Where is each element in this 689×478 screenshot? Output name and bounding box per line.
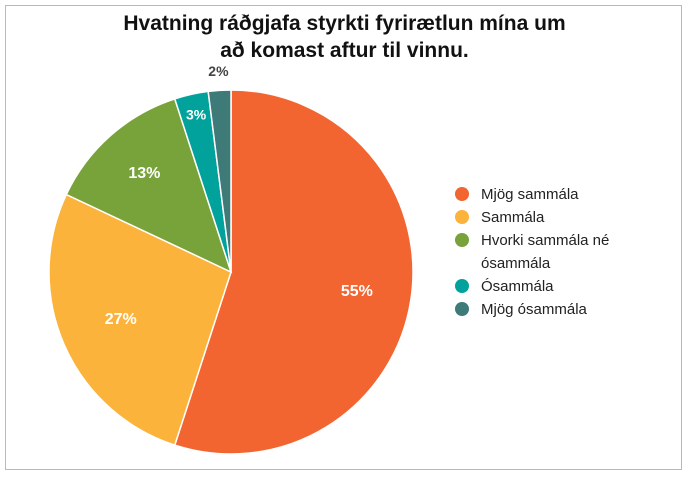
- chart-title-line-2: að komast aftur til vinnu.: [220, 39, 469, 62]
- legend-swatch-hvorki: [455, 233, 469, 247]
- legend-swatch-sammala: [455, 210, 469, 224]
- legend-item-mjog-sammala: Mjög sammála: [455, 183, 631, 206]
- data-label-mjog-osammala: 2%: [208, 63, 229, 79]
- legend-item-sammala: Sammála: [455, 206, 631, 229]
- data-label-mjog-sammala: 55%: [341, 283, 373, 300]
- legend-swatch-osammala: [455, 279, 469, 293]
- legend-label-hvorki: Hvorki sammála né ósammála: [481, 232, 610, 272]
- data-label-osammala: 3%: [186, 106, 207, 122]
- pie-slice-mjog-sammala: [173, 89, 414, 455]
- legend-item-mjog-osammala: Mjög ósammála: [455, 298, 631, 321]
- chart-title-line-1: Hvatning ráðgjafa styrkti fyrirætlun mín…: [123, 12, 566, 35]
- legend-item-hvorki: Hvorki sammála né ósammála: [455, 229, 631, 275]
- legend-swatch-mjog-osammala: [455, 302, 469, 316]
- chart-title: Hvatning ráðgjafa styrkti fyrirætlun mín…: [0, 10, 689, 64]
- legend-label-osammala: Ósammála: [481, 278, 554, 295]
- pie-slice-sammala: [48, 193, 232, 447]
- legend-label-mjog-sammala: Mjög sammála: [481, 186, 579, 203]
- legend-item-osammala: Ósammála: [455, 275, 631, 298]
- data-label-sammala: 27%: [105, 311, 137, 328]
- legend-label-sammala: Sammála: [481, 209, 545, 226]
- legend-label-mjog-osammala: Mjög ósammála: [481, 301, 587, 318]
- pie-slice-mjog-osammala: [207, 89, 232, 273]
- data-label-hvorki: 13%: [128, 165, 160, 182]
- pie-slice-hvorki: [65, 97, 233, 274]
- chart-legend: Mjög sammála Sammála Hvorki sammála né ó…: [455, 183, 631, 321]
- legend-swatch-mjog-sammala: [455, 187, 469, 201]
